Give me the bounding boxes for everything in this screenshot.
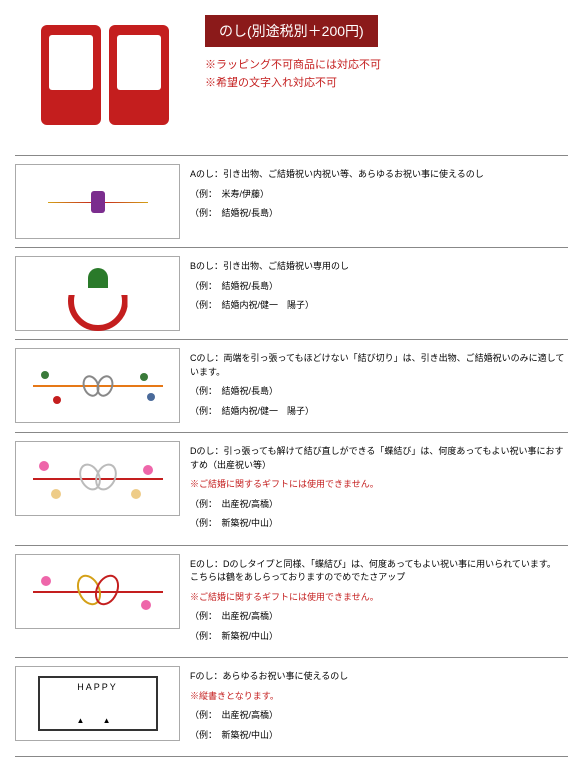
title: Cのし：両端を引っ張ってもほどけない「結び切り」は、引き出物、ご結婚祝いのみに適… — [190, 352, 568, 379]
example: （例： 新築祝/中山） — [190, 517, 568, 531]
noshi-item-d: Dのし：引っ張っても解けて結び直しができる「蝶結び」は、何度あってもよい祝い事に… — [15, 432, 568, 545]
price-badge: のし(別途税別＋200円) — [205, 15, 378, 47]
noshi-thumb-a — [15, 164, 180, 239]
birds-icon: ▲ ▲ — [76, 716, 118, 725]
noshi-desc-b: Bのし：引き出物、ご結婚祝い専用のし （例： 結婚祝/長島） （例： 結婚内祝/… — [190, 256, 568, 331]
note-2: ※希望の文字入れ対応不可 — [205, 75, 568, 93]
noshi-thumb-e — [15, 554, 180, 629]
noshi-thumb-d — [15, 441, 180, 516]
title: Eのし：Dのしタイプと同様、「蝶結び」は、何度あってもよい祝い事に用いられていま… — [190, 558, 568, 585]
highlight: ※ご結婚に関するギフトには使用できません。 — [190, 591, 568, 605]
header: のし(別途税別＋200円) ※ラッピング不可商品には対応不可 ※希望の文字入れ対… — [15, 15, 568, 135]
noshi-option-panel: のし(別途税別＋200円) ※ラッピング不可商品には対応不可 ※希望の文字入れ対… — [0, 0, 583, 772]
title: Bのし：引き出物、ご結婚祝い専用のし — [190, 260, 568, 274]
highlight: ※ご結婚に関するギフトには使用できません。 — [190, 478, 568, 492]
gift-box-icon — [109, 25, 169, 125]
example: （例： 結婚内祝/健一 陽子） — [190, 299, 568, 313]
noshi-item-e: Eのし：Dのしタイプと同様、「蝶結び」は、何度あってもよい祝い事に用いられていま… — [15, 545, 568, 658]
noshi-item-b: Bのし：引き出物、ご結婚祝い専用のし （例： 結婚祝/長島） （例： 結婚内祝/… — [15, 247, 568, 339]
noshi-item-c: Cのし：両端を引っ張ってもほどけない「結び切り」は、引き出物、ご結婚祝いのみに適… — [15, 339, 568, 432]
example: （例： 出産祝/高橋） — [190, 709, 568, 723]
noshi-thumb-c — [15, 348, 180, 423]
example: （例： 結婚祝/長島） — [190, 385, 568, 399]
noshi-desc-e: Eのし：Dのしタイプと同様、「蝶結び」は、何度あってもよい祝い事に用いられていま… — [190, 554, 568, 650]
header-text: のし(別途税別＋200円) ※ラッピング不可商品には対応不可 ※希望の文字入れ対… — [205, 15, 568, 135]
noshi-desc-c: Cのし：両端を引っ張ってもほどけない「結び切り」は、引き出物、ご結婚祝いのみに適… — [190, 348, 568, 424]
title: Dのし：引っ張っても解けて結び直しができる「蝶結び」は、何度あってもよい祝い事に… — [190, 445, 568, 472]
example: （例： 新築祝/中山） — [190, 729, 568, 743]
noshi-thumb-b — [15, 256, 180, 331]
gift-box-icon — [41, 25, 101, 125]
noshi-desc-f: Fのし：あらゆるお祝い事に使えるのし ※縦書きとなります。 （例： 出産祝/高橋… — [190, 666, 568, 748]
example: （例： 出産祝/高橋） — [190, 610, 568, 624]
example: （例： 出産祝/高橋） — [190, 498, 568, 512]
noshi-item-f: HAPPY ▲ ▲ Fのし：あらゆるお祝い事に使えるのし ※縦書きとなります。 … — [15, 657, 568, 757]
noshi-desc-d: Dのし：引っ張っても解けて結び直しができる「蝶結び」は、何度あってもよい祝い事に… — [190, 441, 568, 537]
highlight: ※縦書きとなります。 — [190, 690, 568, 704]
noshi-thumb-f: HAPPY ▲ ▲ — [15, 666, 180, 741]
happy-label: HAPPY — [77, 682, 118, 692]
example: （例： 結婚祝/長島） — [190, 280, 568, 294]
note-1: ※ラッピング不可商品には対応不可 — [205, 57, 568, 75]
example: （例： 結婚内祝/健一 陽子） — [190, 405, 568, 419]
example: （例： 米寿/伊藤） — [190, 188, 568, 202]
noshi-desc-a: Aのし：引き出物、ご結婚祝い内祝い等、あらゆるお祝い事に使えるのし （例： 米寿… — [190, 164, 568, 239]
noshi-item-a: Aのし：引き出物、ご結婚祝い内祝い等、あらゆるお祝い事に使えるのし （例： 米寿… — [15, 155, 568, 247]
example: （例： 結婚祝/長島） — [190, 207, 568, 221]
title: Fのし：あらゆるお祝い事に使えるのし — [190, 670, 568, 684]
product-image — [15, 15, 195, 135]
example: （例： 新築祝/中山） — [190, 630, 568, 644]
title: Aのし：引き出物、ご結婚祝い内祝い等、あらゆるお祝い事に使えるのし — [190, 168, 568, 182]
